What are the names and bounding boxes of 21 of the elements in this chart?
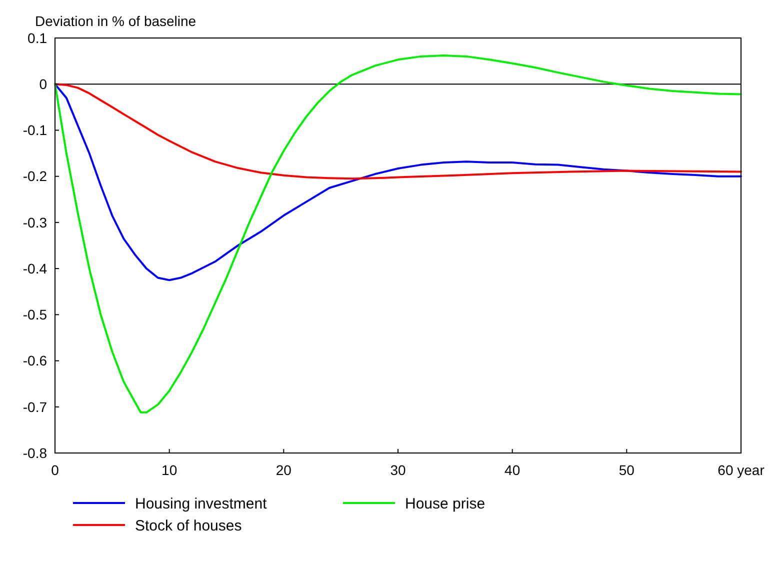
y-tick-label: 0: [39, 76, 48, 92]
y-tick-label: -0.2: [22, 168, 48, 184]
x-tick-label: 60 year: [718, 462, 765, 478]
x-tick-label: 0: [51, 462, 60, 478]
y-tick-label: -0.8: [22, 444, 48, 461]
y-tick-label: -0.1: [22, 122, 48, 138]
x-tick-label: 10: [162, 462, 178, 478]
x-tick-label: 40: [504, 462, 520, 478]
y-tick-label: -0.6: [22, 352, 48, 369]
y-axis-title: Deviation in % of baseline: [35, 13, 196, 29]
y-tick-label: 0.1: [28, 30, 48, 46]
x-tick-label: 50: [618, 462, 635, 478]
x-tick-label: 20: [276, 462, 292, 478]
legend-label: Stock of houses: [135, 517, 242, 534]
legend-label: House prise: [405, 495, 486, 512]
legend-label: Housing investment: [135, 495, 268, 512]
y-tick-label: -0.7: [22, 398, 48, 415]
y-tick-label: -0.5: [22, 306, 48, 323]
y-tick-label: -0.4: [22, 260, 48, 276]
y-tick-label: -0.3: [22, 214, 48, 230]
x-tick-label: 30: [390, 462, 406, 478]
